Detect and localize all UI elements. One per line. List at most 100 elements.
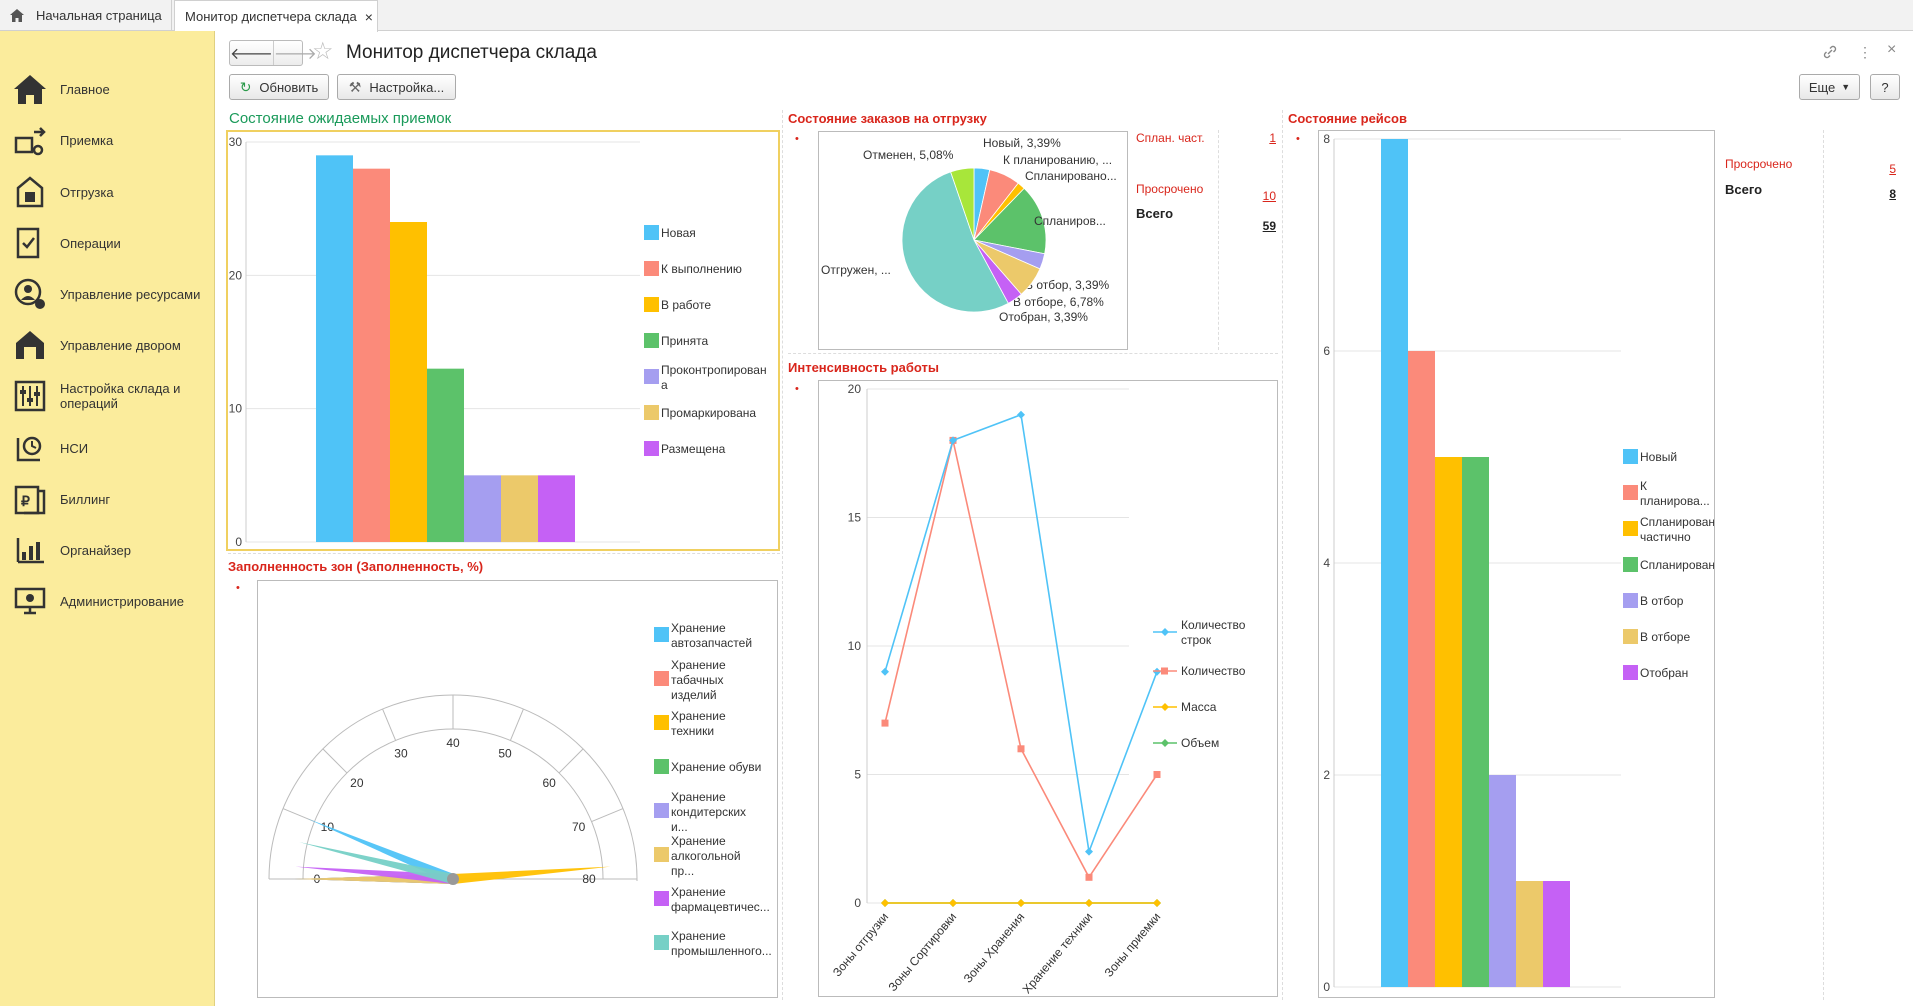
orders-summary-value[interactable]: 59	[1262, 219, 1276, 233]
data-point[interactable]	[1085, 899, 1093, 907]
bar[interactable]	[501, 475, 538, 542]
sidebar-item-3[interactable]: Отгрузка	[0, 167, 215, 217]
sidebar-item-11[interactable]: Администрирование	[0, 576, 215, 626]
close-window-icon[interactable]: ×	[1887, 41, 1897, 58]
legend-label: изделий	[671, 688, 717, 702]
legend-label: табачных	[671, 673, 724, 687]
legend-label: и...	[671, 820, 688, 834]
back-button[interactable]: 🡐	[230, 45, 273, 63]
gauge-needle[interactable]	[452, 866, 611, 884]
legend-swatch	[644, 261, 659, 276]
tab-close-icon[interactable]: ×	[364, 8, 373, 25]
trips-summary-value[interactable]: 5	[1889, 162, 1896, 176]
y-tick-label: 0	[235, 535, 242, 549]
bar[interactable]	[1462, 457, 1489, 987]
sidebar-item-label: Биллинг	[60, 491, 111, 507]
legend-marker	[1161, 739, 1169, 747]
data-point[interactable]	[1017, 410, 1025, 419]
y-tick-label: 8	[1323, 132, 1330, 146]
help-button[interactable]: ?	[1870, 74, 1900, 100]
x-tick-label: Зоны отгрузки	[830, 910, 891, 979]
legend-swatch	[644, 225, 659, 240]
sidebar-item-label: Операции	[60, 235, 121, 251]
link-icon[interactable]	[1822, 44, 1838, 63]
data-point[interactable]	[1017, 899, 1025, 907]
sidebar-item-4[interactable]: Операции	[0, 218, 215, 268]
more-label: Еще	[1808, 79, 1836, 95]
bar[interactable]	[538, 475, 575, 542]
data-point[interactable]	[881, 667, 889, 676]
sidebar-item-7[interactable]: Настройка склада и операций	[0, 371, 215, 421]
orders-summary-label: Всего	[1136, 206, 1174, 221]
legend-label: строк	[1181, 633, 1212, 647]
sidebar-item-9[interactable]: ₽ Биллинг	[0, 474, 215, 524]
data-point[interactable]	[881, 899, 889, 907]
data-point[interactable]	[949, 899, 957, 907]
orders-summary-value[interactable]: 1	[1269, 131, 1276, 145]
bar[interactable]	[353, 168, 390, 542]
gauge-tick-label: 30	[394, 746, 408, 760]
y-tick-label: 15	[848, 511, 862, 525]
y-tick-label: 6	[1323, 344, 1330, 358]
bar[interactable]	[1516, 881, 1543, 987]
gauge-tick-label: 70	[572, 820, 586, 834]
gauge-needle[interactable]	[299, 842, 455, 884]
gauge-needle[interactable]	[295, 866, 454, 884]
data-point[interactable]	[949, 436, 957, 445]
bar[interactable]	[316, 155, 353, 543]
data-point[interactable]	[1017, 745, 1025, 753]
sidebar-item-1[interactable]: Главное	[0, 64, 215, 114]
tab-home[interactable]: Начальная страница	[0, 0, 172, 31]
orders-marker: •	[795, 133, 799, 145]
refresh-button[interactable]: ↻ Обновить	[229, 74, 329, 100]
data-point[interactable]	[1085, 873, 1093, 881]
bar[interactable]	[390, 222, 427, 542]
bar[interactable]	[427, 368, 464, 542]
tab-warehouse-monitor[interactable]: Монитор диспетчера склада ×	[174, 0, 378, 32]
more-vertical-icon[interactable]: ⋮	[1858, 44, 1872, 60]
sidebar-item-6[interactable]: Управление двором	[0, 320, 215, 370]
bar[interactable]	[1408, 351, 1435, 987]
sidebar-item-label: Управление двором	[60, 337, 181, 353]
admin-icon	[14, 587, 46, 615]
data-point[interactable]	[1153, 899, 1161, 907]
series-line[interactable]	[884, 440, 1158, 879]
bar[interactable]	[1489, 775, 1516, 987]
y-tick-label: 20	[848, 382, 862, 396]
data-point[interactable]	[881, 719, 889, 727]
more-button[interactable]: Еще ▼	[1799, 74, 1860, 100]
pie-slice[interactable]	[973, 187, 1047, 255]
refresh-label: Обновить	[259, 79, 319, 95]
legend-label: Количество	[1181, 664, 1246, 678]
pie-slice[interactable]	[901, 171, 1009, 313]
legend-label: В отборе	[1640, 630, 1690, 644]
legend-label: промышленного...	[671, 944, 772, 958]
trips-summary-value[interactable]: 8	[1889, 187, 1896, 201]
bar[interactable]	[464, 475, 501, 542]
x-tick-label: Зоны Хранения	[961, 910, 1028, 986]
bar[interactable]	[1381, 139, 1408, 987]
pie-label: Спланиров...	[1034, 214, 1106, 228]
legend-label: а	[661, 378, 668, 392]
sidebar-item-8[interactable]: НСИ	[0, 423, 215, 473]
favorite-star-icon[interactable]: ☆	[312, 38, 334, 65]
sidebar-item-5[interactable]: Управление ресурсами	[0, 269, 215, 319]
bar[interactable]	[1435, 457, 1462, 987]
forward-button[interactable]: 🡒	[272, 41, 317, 65]
data-point[interactable]	[1153, 771, 1161, 778]
yard-icon	[16, 331, 44, 359]
sidebar-item-10[interactable]: Органайзер	[0, 525, 215, 575]
orders-summary-value[interactable]: 10	[1262, 189, 1276, 203]
settings-button[interactable]: ⚒ Настройка...	[337, 74, 456, 100]
gauge-tick	[382, 708, 397, 741]
sidebar-item-2[interactable]: Приемка	[0, 115, 215, 165]
legend-label: Объем	[1181, 736, 1219, 750]
y-tick-label: 4	[1323, 556, 1330, 570]
series-line[interactable]	[884, 413, 1158, 855]
zones-marker: •	[236, 582, 240, 594]
y-tick-label: 2	[1323, 768, 1330, 782]
pie-slice[interactable]	[950, 167, 975, 241]
trips-summary-label: Всего	[1725, 182, 1763, 197]
bar[interactable]	[1543, 881, 1570, 987]
data-point[interactable]	[1085, 847, 1093, 856]
